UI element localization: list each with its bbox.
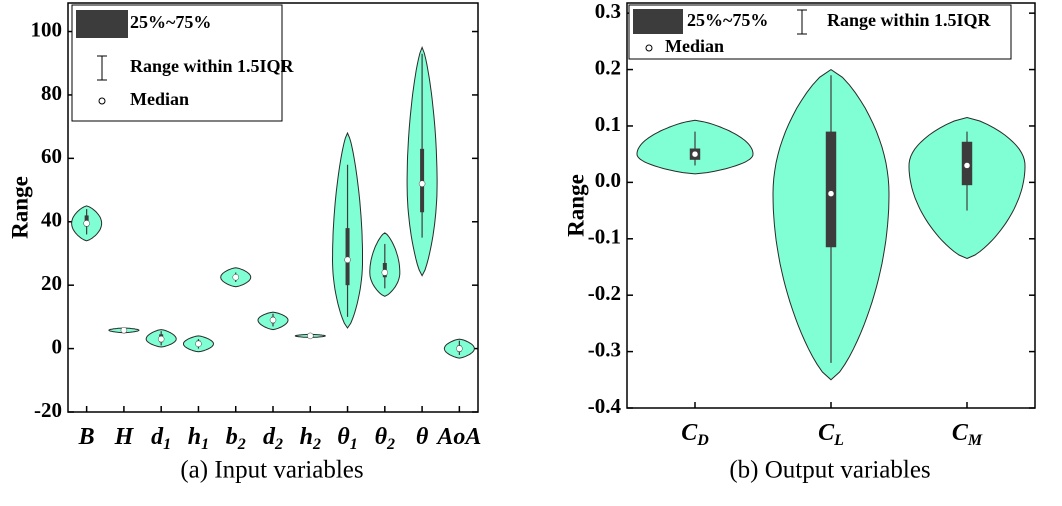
x-tick-label-base: B bbox=[78, 424, 95, 450]
caption: (a) Input variables bbox=[180, 457, 363, 484]
legend-label: 25%~75% bbox=[130, 12, 211, 32]
x-tick-label-sub: 1 bbox=[350, 436, 358, 453]
median bbox=[232, 274, 239, 281]
iqr-box bbox=[825, 131, 837, 248]
x-tick-label: CM bbox=[952, 420, 983, 449]
x-tick-label-base: H bbox=[114, 424, 135, 450]
legend-median bbox=[98, 97, 106, 105]
legend-swatch bbox=[633, 9, 683, 34]
x-tick-label-sub: 2 bbox=[237, 436, 246, 453]
x-tick-label: b2 bbox=[226, 424, 246, 453]
legend: 25%~75% Range within 1.5IQR Median bbox=[628, 4, 1012, 60]
median bbox=[157, 335, 165, 343]
legend-swatch bbox=[76, 10, 128, 38]
median bbox=[195, 340, 202, 348]
x-tick-label-base: AoA bbox=[435, 424, 481, 450]
median bbox=[827, 190, 835, 197]
legend-label: Range within 1.5IQR bbox=[130, 56, 295, 76]
plot-frame bbox=[626, 2, 1036, 409]
x-tick-label-base: θ bbox=[416, 424, 429, 450]
median bbox=[307, 332, 314, 340]
y-axis-label: Range bbox=[7, 176, 32, 239]
legend: 25%~75% Range within 1.5IQR Median bbox=[71, 4, 295, 122]
x-tick-label: H bbox=[114, 424, 135, 450]
x-tick-label-sub: M bbox=[967, 432, 983, 449]
x-tick-label: θ bbox=[416, 424, 429, 450]
caption: (b) Output variables bbox=[729, 457, 930, 484]
x-tick-label: d1 bbox=[151, 424, 171, 453]
y-tick-label: 0 bbox=[52, 334, 63, 358]
y-tick-label: -0.4 bbox=[588, 394, 622, 418]
x-tick-label-sub: 1 bbox=[201, 436, 209, 453]
legend-median bbox=[645, 44, 653, 52]
x-tick-label-sub: 2 bbox=[386, 436, 395, 453]
median bbox=[83, 220, 90, 227]
y-tick-label: 100 bbox=[31, 17, 63, 41]
median bbox=[344, 256, 351, 264]
x-tick-label-base: b bbox=[226, 424, 238, 450]
median bbox=[381, 269, 389, 276]
x-tick-label-sub: 2 bbox=[312, 436, 321, 453]
x-tick-label: d2 bbox=[263, 424, 283, 453]
median bbox=[269, 316, 277, 324]
x-tick-label-base: θ bbox=[375, 424, 388, 450]
x-tick-label: h1 bbox=[188, 424, 209, 453]
y-tick-label: 0.1 bbox=[595, 112, 621, 136]
y-tick-label: 40 bbox=[41, 208, 62, 232]
y-tick-label: -20 bbox=[34, 398, 62, 422]
y-tick-label: -0.1 bbox=[588, 225, 621, 249]
y-tick-label: 20 bbox=[41, 271, 62, 295]
y-tick-label: -0.2 bbox=[588, 281, 621, 305]
x-tick-label-base: C bbox=[681, 420, 698, 446]
y-tick-label: 60 bbox=[41, 144, 62, 168]
legend-label: Median bbox=[665, 36, 724, 56]
legend-label: 25%~75% bbox=[687, 10, 768, 30]
y-tick-label: 0.3 bbox=[595, 0, 621, 23]
x-tick-label-sub: 1 bbox=[163, 436, 171, 453]
median bbox=[691, 150, 699, 158]
median bbox=[963, 162, 971, 169]
y-tick-label: 0.0 bbox=[595, 168, 621, 192]
median bbox=[418, 180, 426, 187]
x-tick-label-sub: 2 bbox=[274, 436, 283, 453]
legend-whisker bbox=[797, 9, 807, 35]
x-tick-label: θ2 bbox=[375, 424, 395, 453]
x-tick-label-base: θ bbox=[337, 424, 350, 450]
y-tick-label: 0.2 bbox=[595, 55, 621, 79]
x-tick-label: B bbox=[78, 424, 95, 450]
x-tick-label-base: d bbox=[263, 424, 276, 450]
x-tick-label: θ1 bbox=[337, 424, 357, 453]
legend-whisker bbox=[97, 55, 107, 81]
legend-frame bbox=[628, 4, 1012, 60]
y-tick-label: 80 bbox=[41, 81, 62, 105]
x-tick-label: CD bbox=[681, 420, 709, 449]
plot-frame bbox=[67, 2, 479, 413]
legend-label: Range within 1.5IQR bbox=[827, 10, 992, 30]
y-tick-label: -0.3 bbox=[588, 337, 621, 361]
median bbox=[456, 345, 463, 352]
x-tick-label-base: C bbox=[818, 420, 835, 446]
y-axis-label: Range bbox=[563, 174, 588, 237]
legend-label: Median bbox=[130, 89, 189, 109]
x-tick-label: AoA bbox=[435, 424, 481, 450]
x-tick-label-base: h bbox=[188, 424, 201, 450]
x-tick-label: h2 bbox=[300, 424, 321, 453]
median bbox=[120, 326, 128, 334]
x-tick-label-sub: D bbox=[696, 432, 709, 449]
x-tick-label: CL bbox=[818, 420, 844, 449]
x-tick-label-base: h bbox=[300, 424, 313, 450]
x-tick-label-base: C bbox=[952, 420, 969, 446]
x-tick-label-base: d bbox=[151, 424, 164, 450]
x-tick-label-sub: L bbox=[833, 432, 844, 449]
